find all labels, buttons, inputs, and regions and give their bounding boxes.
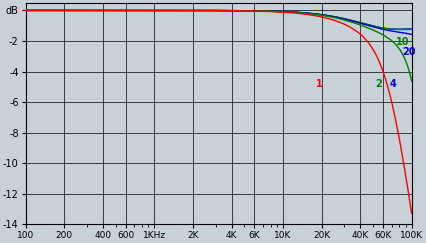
Text: 4: 4: [390, 79, 397, 89]
Text: 2: 2: [375, 79, 382, 89]
Text: 1: 1: [316, 79, 322, 89]
Text: 10: 10: [396, 37, 410, 47]
Text: 20: 20: [403, 47, 416, 57]
